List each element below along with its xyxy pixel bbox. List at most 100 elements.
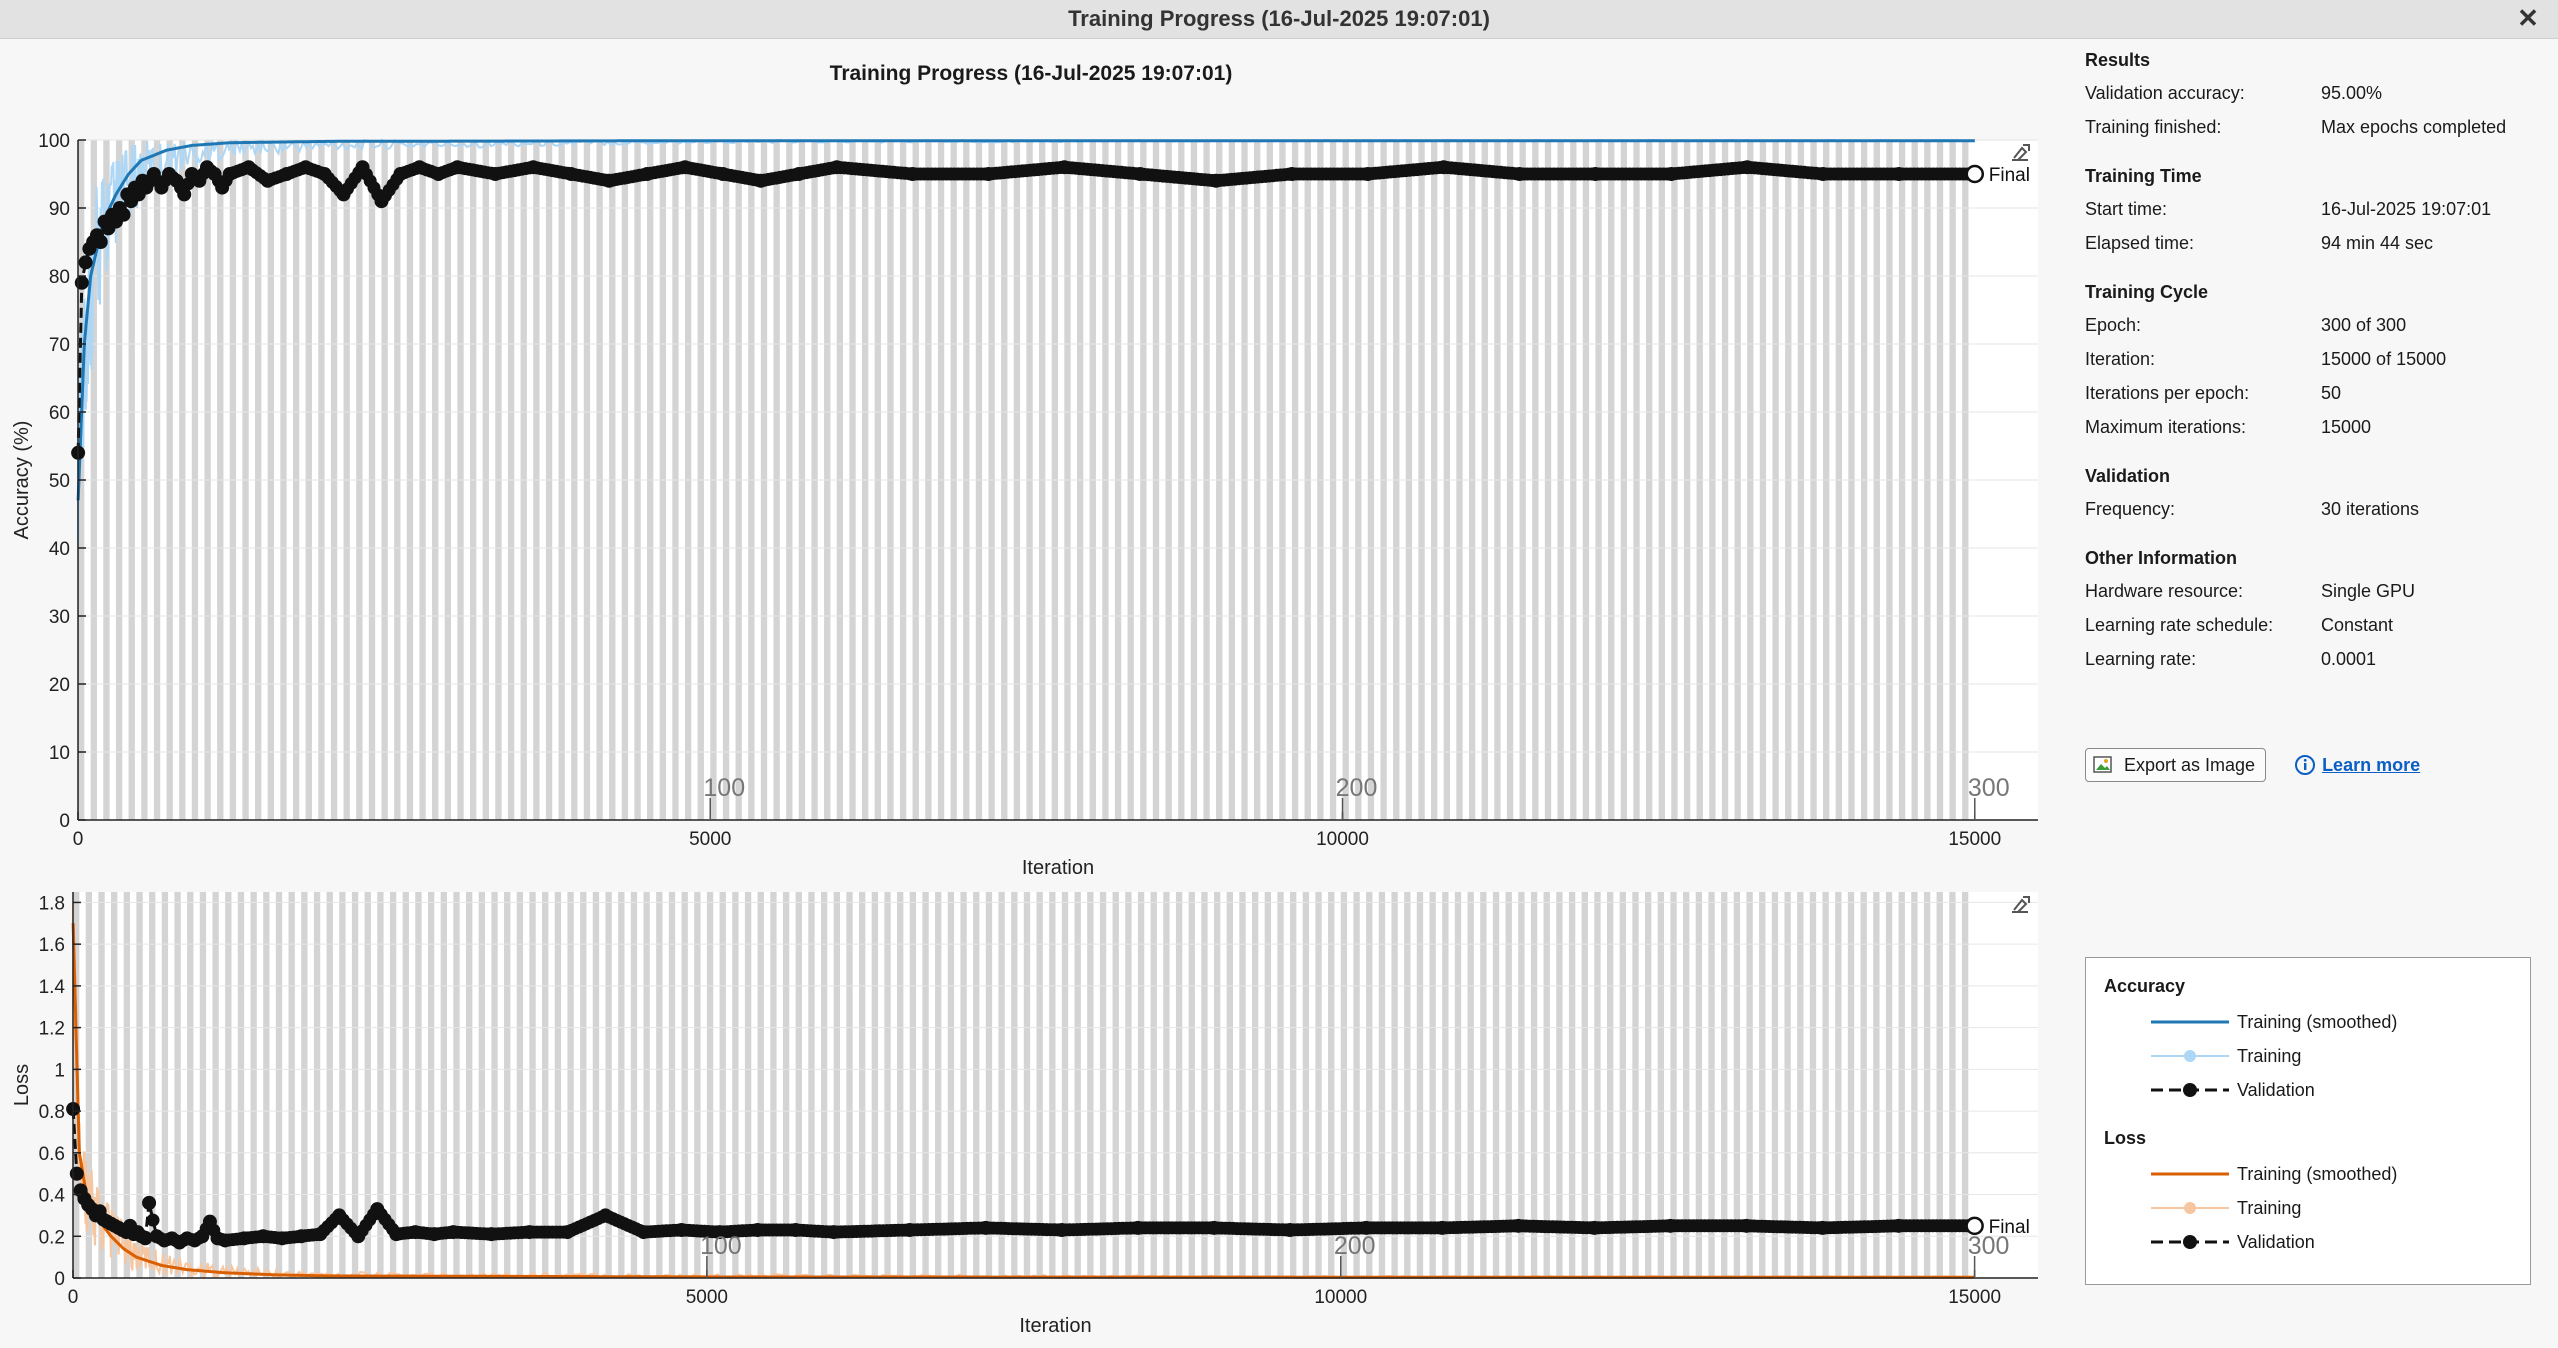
epoch-stripe [1213,892,1221,1278]
validation-point [1209,173,1224,188]
info-label: Training finished: [2085,117,2222,137]
epoch-stripe [389,892,397,1278]
export-label: Export as Image [2124,754,2256,775]
final-marker [1965,164,1985,184]
epoch-stripe [1492,892,1500,1278]
epoch-stripe [1645,892,1652,1278]
epoch-stripe [1137,892,1145,1278]
x-tick-label: 0 [68,1287,79,1308]
epoch-stripe [263,892,270,1278]
info-row: Learning rate schedule: Constant [2085,608,2545,642]
x-tick-label: 5000 [686,1287,728,1308]
info-icon [2295,755,2316,775]
section-title: Other Information [2085,548,2237,568]
epoch-stripe [288,892,295,1278]
legend-label: Training [2237,1197,2302,1218]
validation-point [138,1231,153,1246]
epoch-stripe [339,892,346,1278]
epoch-stripe [694,892,701,1278]
validation-point [202,1214,217,1229]
y-tick-label: 10 [49,743,70,764]
epoch-stripe [1670,892,1677,1278]
epoch-stripe [1568,892,1576,1278]
section-title: Validation [2085,466,2171,486]
epoch-stripe [491,892,498,1278]
x-tick-label: 10000 [1316,829,1369,850]
loss-plot[interactable]: Final 0 0.2 0.4 0.6 0.8 1 1.2 1.4 1.6 1.8 0 5000 1000… [0,880,2062,1340]
epoch-stripe [897,892,904,1278]
validation-point [1663,1218,1678,1233]
info-value: 15000 [2321,417,2372,437]
final-label: Final [1989,1217,2030,1238]
epoch-stripe [656,892,663,1278]
epoch-stripe [1163,892,1170,1278]
info-label: Epoch: [2085,315,2142,335]
validation-point [74,275,89,290]
epoch-stripe [1391,892,1398,1278]
epoch-stripe [782,892,790,1278]
validation-point [1054,1223,1069,1238]
accuracy-plot[interactable]: Final 0 10 20 30 40 50 60 70 80 90 100 0 5000 10000 150… [0,130,2062,880]
validation-point [602,173,617,188]
export-as-image-button[interactable]: Export as Image [2085,748,2267,782]
epoch-stripe [884,892,891,1278]
validation-point [981,167,996,181]
validation-point [275,1231,290,1246]
legend-label: Validation [2237,1079,2315,1100]
info-value: 300 of 300 [2321,315,2407,335]
info-label: Start time: [2085,199,2168,219]
validation-point [116,207,131,222]
learn-more-link[interactable]: Learn more [2294,754,2420,776]
info-row: Frequency: 30 iterations [2085,492,2545,526]
validation-point [1359,1220,1374,1235]
epoch-stripe [1302,892,1310,1278]
legend-swatch [2151,1235,2229,1249]
validation-point [978,1220,993,1235]
legend-swatch [2151,1083,2229,1097]
final-marker [1965,1216,1984,1236]
epoch-stripe [935,892,942,1278]
info-value: 50 [2321,383,2342,403]
epoch-stripe [1936,892,1943,1278]
legend-item: Training (smoothed) [2151,1162,2397,1186]
close-icon[interactable]: ✕ [2517,3,2539,33]
y-tick-label: 90 [49,199,70,220]
epoch-stripe [1898,892,1905,1278]
epoch-stripe [1036,892,1043,1278]
epoch-stripe [1771,892,1779,1278]
epoch-stripe [1480,892,1487,1278]
legend-swatch [2151,1172,2229,1176]
info-row: Iteration: 15000 of 15000 [2085,342,2545,376]
epoch-stripe [706,892,714,1278]
info-label: Iteration: [2085,349,2156,369]
epoch-stripe [1328,892,1335,1278]
epoch-stripe [1657,892,1665,1278]
epoch-stripe [1784,892,1791,1278]
epoch-stripe [1733,892,1741,1278]
epoch-stripe [1150,892,1157,1278]
epoch-stripe [1061,892,1069,1278]
epoch-stripe [1252,892,1259,1278]
validation-point [207,167,222,181]
info-row: Elapsed time: 94 min 44 sec [2085,226,2545,260]
epoch-tick-label: 300 [1968,1232,2010,1260]
epoch-stripe [1873,892,1880,1278]
info-row: Epoch: 300 of 300 [2085,308,2545,342]
info-row: Iterations per epoch: 50 [2085,376,2545,410]
epoch-stripe [313,892,321,1278]
validation-point [78,255,93,270]
validation-point [1512,167,1527,181]
section-title: Training Cycle [2085,282,2209,302]
info-value: Max epochs completed [2321,117,2507,137]
validation-point [1133,167,1148,181]
epoch-stripe [504,892,511,1278]
validation-point [829,160,844,175]
y-tick-label: 0 [54,1269,65,1290]
validation-point [351,1229,366,1244]
validation-point [218,1233,233,1248]
y-tick-label: 40 [49,539,70,560]
validation-point [1740,160,1755,175]
validation-point [1739,1218,1754,1233]
epoch-tick-label: 100 [703,774,745,802]
legend-label: Training [2237,1045,2302,1066]
